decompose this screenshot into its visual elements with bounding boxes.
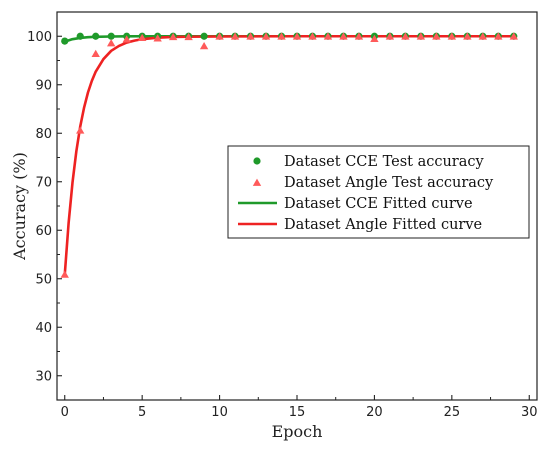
- dataset-cce-test-accuracy-point: [200, 32, 208, 40]
- data-markers: [60, 32, 518, 278]
- x-tick-label: 20: [366, 405, 383, 420]
- dataset-angle-test-accuracy-point: [184, 32, 193, 41]
- dataset-angle-test-accuracy-point: [137, 33, 147, 42]
- dataset-angle-test-accuracy-point: [60, 270, 69, 278]
- dataset-angle-test-accuracy-point: [261, 32, 271, 40]
- dataset-angle-test-accuracy-point: [277, 32, 286, 40]
- dataset-angle-test-accuracy-point: [107, 39, 116, 47]
- legend-dataset-cce-test-accuracy-marker: [253, 157, 261, 165]
- dataset-angle-test-accuracy-point: [354, 32, 364, 40]
- dataset-angle-test-accuracy-point: [323, 32, 333, 40]
- y-tick-label: 70: [35, 175, 52, 190]
- x-tick-label: 5: [138, 405, 146, 420]
- legend-dataset-cce-test-accuracy-label: Dataset CCE Test accuracy: [284, 154, 485, 170]
- dataset-angle-test-accuracy-point: [463, 32, 472, 40]
- dataset-angle-test-accuracy-point: [447, 32, 457, 40]
- y-tick-label: 60: [35, 224, 52, 239]
- dataset-angle-test-accuracy-point: [401, 32, 410, 40]
- dataset-angle-test-accuracy-point: [416, 32, 426, 40]
- dataset-angle-test-accuracy-point: [153, 34, 162, 42]
- y-tick-label: 30: [35, 369, 52, 384]
- dataset-angle-test-accuracy-point: [308, 32, 317, 40]
- legend-dataset-angle-test-accuracy-marker: [252, 178, 262, 186]
- x-axis-label: Epoch: [272, 422, 323, 441]
- dataset-angle-test-accuracy-point: [230, 32, 240, 40]
- dataset-angle-test-accuracy-point: [292, 32, 302, 40]
- x-tick-label: 30: [521, 405, 538, 420]
- dataset-angle-test-accuracy-point: [478, 32, 487, 40]
- dataset-cce-test-accuracy-point: [61, 37, 69, 45]
- dataset-angle-test-accuracy-point: [199, 42, 209, 50]
- dataset-cce-test-accuracy-point: [76, 32, 84, 40]
- x-tick-label: 0: [61, 405, 69, 420]
- dataset-angle-test-accuracy-point: [168, 32, 178, 41]
- axes: 0 5 10 15 20 25 30 30 40 50 60 70 80 90 100: [27, 30, 537, 420]
- legend-box: [227, 145, 530, 239]
- dataset-angle-test-accuracy-point: [91, 49, 100, 58]
- dataset-angle-test-accuracy-point: [370, 34, 379, 43]
- dataset-angle-test-accuracy-point: [339, 32, 348, 40]
- dataset-cce-test-accuracy-point: [107, 32, 115, 40]
- y-axis-label: Accuracy (%): [10, 152, 29, 261]
- dataset-angle-test-accuracy-point: [122, 35, 131, 43]
- dataset-cce-test-accuracy-point: [92, 32, 100, 40]
- x-tick-label: 25: [444, 405, 461, 420]
- dataset-angle-test-accuracy-point: [494, 32, 503, 40]
- dataset-angle-test-accuracy-point: [246, 32, 255, 40]
- y-tick-label: 80: [35, 127, 52, 142]
- y-tick-label: 100: [27, 30, 52, 45]
- dataset-angle-test-accuracy-point: [215, 32, 224, 40]
- dataset-angle-test-accuracy-point: [432, 32, 441, 40]
- x-tick-label: 15: [289, 405, 306, 420]
- legend-dataset-cce-fitted-curve-label: Dataset CCE Fitted curve: [284, 196, 473, 212]
- dataset-angle-test-accuracy-point: [76, 126, 85, 134]
- dataset-angle-fitted-curve-line: [63, 34, 514, 275]
- y-tick-label: 40: [35, 321, 52, 336]
- legend-dataset-angle-test-accuracy-label: Dataset Angle Test accuracy: [284, 175, 494, 191]
- y-tick-label: 50: [35, 272, 52, 287]
- dataset-angle-test-accuracy-point: [509, 32, 518, 40]
- legend-dataset-angle-fitted-curve-label: Dataset Angle Fitted curve: [284, 217, 482, 233]
- dataset-angle-test-accuracy-point: [385, 32, 395, 40]
- x-tick-label: 10: [211, 405, 228, 420]
- legend: Dataset CCE Test accuracy Dataset Angle T…: [227, 145, 530, 239]
- y-tick-label: 90: [35, 78, 52, 93]
